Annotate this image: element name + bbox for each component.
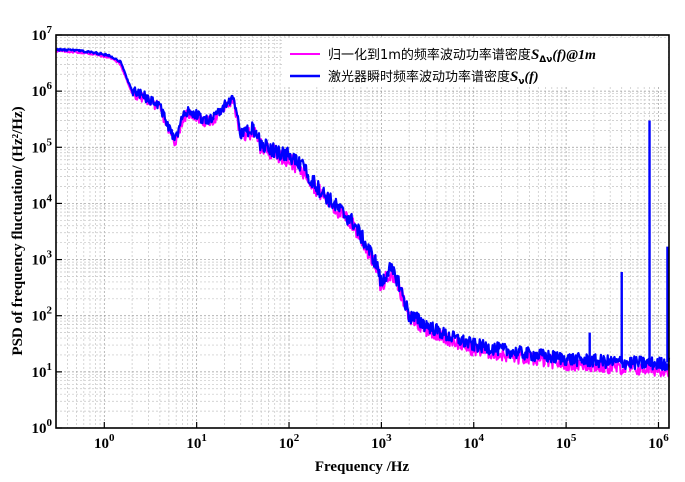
series-instantaneous-line [55, 47, 671, 372]
x-tick-base: 10 [556, 436, 571, 452]
x-tick-base: 10 [463, 436, 478, 452]
y-tick-base: 10 [32, 365, 47, 381]
y-tick-base: 10 [32, 140, 47, 156]
x-tick-exponent: 1 [201, 432, 207, 444]
y-tick-exponent: 5 [47, 136, 53, 148]
x-tick-exponent: 4 [478, 432, 484, 444]
y-tick-exponent: 0 [47, 417, 53, 429]
x-tick-base: 10 [94, 436, 109, 452]
legend-label-normalized: 归一化到1m的频率波动功率谱密度SΔν(f)@1m [328, 47, 596, 65]
x-tick-base: 10 [371, 436, 386, 452]
x-tick-label: 105 [556, 432, 577, 452]
y-tick-exponent: 6 [47, 80, 53, 92]
x-tick-label: 102 [279, 432, 300, 452]
y-tick-base: 10 [32, 196, 47, 212]
legend-label-instantaneous-text: 激光器瞬时频率波动功率谱密度 [328, 69, 510, 85]
x-tick-exponent: 0 [109, 432, 115, 444]
legend-label-instantaneous: 激光器瞬时频率波动功率谱密度Sν(f) [328, 69, 539, 87]
x-tick-label: 100 [94, 432, 115, 452]
plot-frame [55, 34, 670, 429]
y-axis-label: PSD of frequency fluctuation/ (Hz²/Hz) [10, 106, 26, 355]
x-tick-exponent: 6 [663, 432, 669, 444]
y-tick-label: 104 [32, 192, 53, 212]
x-tick-label: 104 [463, 432, 484, 452]
x-tick-exponent: 3 [386, 432, 392, 444]
legend-label-instantaneous-symbol: S [510, 69, 518, 85]
y-tick-label: 102 [32, 305, 53, 325]
axis-ticks: 100 101 102 103 104 105 1061001011021031041051… [32, 24, 670, 452]
x-tick-base: 10 [186, 436, 201, 452]
x-tick-base: 10 [648, 436, 663, 452]
legend-label-instantaneous-subscript: ν [518, 77, 524, 87]
legend-box [282, 39, 666, 85]
x-tick-label: 101 [186, 432, 207, 452]
y-tick-base: 10 [32, 28, 47, 44]
y-tick-exponent: 2 [47, 305, 53, 317]
legend-label-normalized-suffix: (f)@1m [552, 48, 596, 63]
y-tick-label: 101 [32, 361, 53, 381]
grid-lines [55, 34, 669, 429]
y-tick-base: 10 [32, 421, 47, 437]
x-axis-label: Frequency /Hz [315, 459, 410, 475]
legend-label-normalized-text: 归一化到1m的频率波动功率谱密度 [328, 47, 531, 63]
y-tick-exponent: 1 [47, 361, 53, 373]
y-tick-label: 106 [32, 80, 53, 100]
y-tick-exponent: 4 [47, 192, 53, 204]
y-tick-label: 105 [32, 136, 53, 156]
legend: 归一化到1m的频率波动功率谱密度SΔν(f)@1m 激光器瞬时频率波动功率谱密度… [282, 39, 666, 87]
y-tick-label: 103 [32, 249, 53, 269]
series-layer [55, 47, 671, 378]
y-tick-exponent: 3 [47, 249, 53, 261]
y-tick-exponent: 7 [47, 24, 53, 36]
x-tick-label: 103 [371, 432, 392, 452]
y-tick-label: 107 [32, 24, 53, 44]
y-tick-base: 10 [32, 309, 47, 325]
legend-label-normalized-symbol: S [531, 47, 539, 63]
legend-label-instantaneous-suffix: (f) [525, 70, 539, 85]
legend-label-normalized-subscript: Δν [539, 55, 552, 65]
x-tick-base: 10 [279, 436, 294, 452]
y-tick-label: 100 [32, 417, 53, 437]
x-tick-exponent: 5 [571, 432, 577, 444]
x-tick-label: 106 [648, 432, 669, 452]
y-tick-base: 10 [32, 253, 47, 269]
y-tick-base: 10 [32, 84, 47, 100]
x-tick-exponent: 2 [294, 432, 300, 444]
